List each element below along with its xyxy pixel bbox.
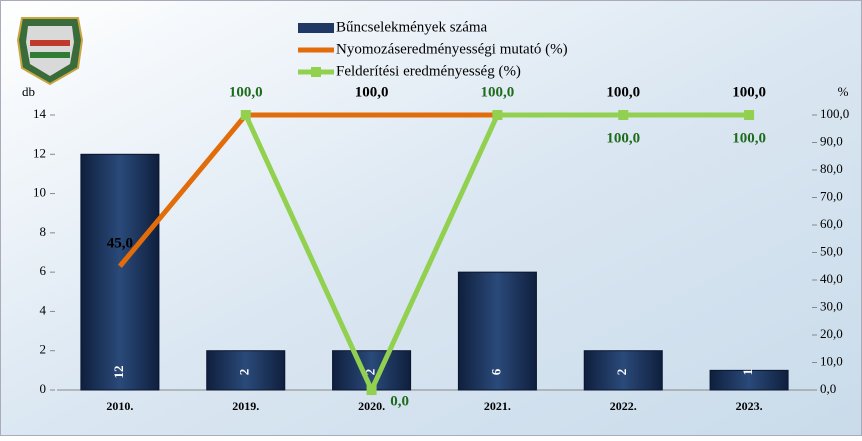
legend-label: Bűncselekmények száma <box>336 19 488 35</box>
y-tick-label: 4 <box>40 302 47 317</box>
bar-value-label: 12 <box>111 366 126 379</box>
bar-value-label: 6 <box>488 368 503 375</box>
x-tick-label: 2010. <box>106 399 133 413</box>
bar-value-label: 2 <box>614 369 629 376</box>
data-label: 100,0 <box>355 84 389 100</box>
y-tick-label: 2 <box>40 342 47 357</box>
bar-value-label: 2 <box>237 369 252 376</box>
line-marker <box>618 110 628 120</box>
legend-swatch <box>298 23 334 33</box>
y2-axis-label: % <box>838 84 849 99</box>
y2-tick-label: 20,0 <box>820 326 843 341</box>
y-axis-label: db <box>22 84 35 99</box>
data-label: 45,0 <box>107 236 133 252</box>
y2-tick-label: 50,0 <box>820 243 843 258</box>
line-marker <box>241 110 251 120</box>
y-tick-label: 8 <box>40 224 47 239</box>
chart: db % 024681012140,010,020,030,040,050,06… <box>0 0 862 436</box>
x-tick-label: 2022. <box>610 399 637 413</box>
y-tick-label: 12 <box>33 145 46 160</box>
y-tick-label: 10 <box>33 185 46 200</box>
data-label: 100,0 <box>481 84 515 100</box>
legend-marker <box>311 67 321 77</box>
y2-tick-label: 60,0 <box>820 216 843 231</box>
y2-tick-label: 0,0 <box>820 381 836 396</box>
line-marker <box>367 385 377 395</box>
legend-label: Nyomozáseredményességi mutató (%) <box>336 41 568 57</box>
data-label: 100,0 <box>732 84 766 100</box>
x-tick-label: 2020. <box>358 399 385 413</box>
y-tick-label: 0 <box>40 381 47 396</box>
y2-tick-label: 80,0 <box>820 161 843 176</box>
line-marker <box>492 110 502 120</box>
y2-tick-label: 10,0 <box>820 353 843 368</box>
line-marker <box>744 110 754 120</box>
y2-tick-label: 90,0 <box>820 133 843 148</box>
y-tick-label: 6 <box>40 263 47 278</box>
y2-tick-label: 100,0 <box>820 106 849 121</box>
legend-label: Felderítési eredményesség (%) <box>336 63 521 79</box>
x-tick-label: 2021. <box>484 399 511 413</box>
data-label: 0,0 <box>390 393 409 409</box>
bar <box>81 154 159 390</box>
x-tick-label: 2019. <box>232 399 259 413</box>
data-label: 100,0 <box>732 130 766 146</box>
data-label: 100,0 <box>606 84 640 100</box>
y2-tick-label: 70,0 <box>820 188 843 203</box>
y2-tick-label: 40,0 <box>820 271 843 286</box>
bar-value-label: 1 <box>740 369 755 376</box>
x-tick-label: 2023. <box>736 399 763 413</box>
data-label: 100,0 <box>606 130 640 146</box>
y2-tick-label: 30,0 <box>820 298 843 313</box>
y-tick-label: 14 <box>33 106 47 121</box>
data-label: 100,0 <box>229 84 263 100</box>
